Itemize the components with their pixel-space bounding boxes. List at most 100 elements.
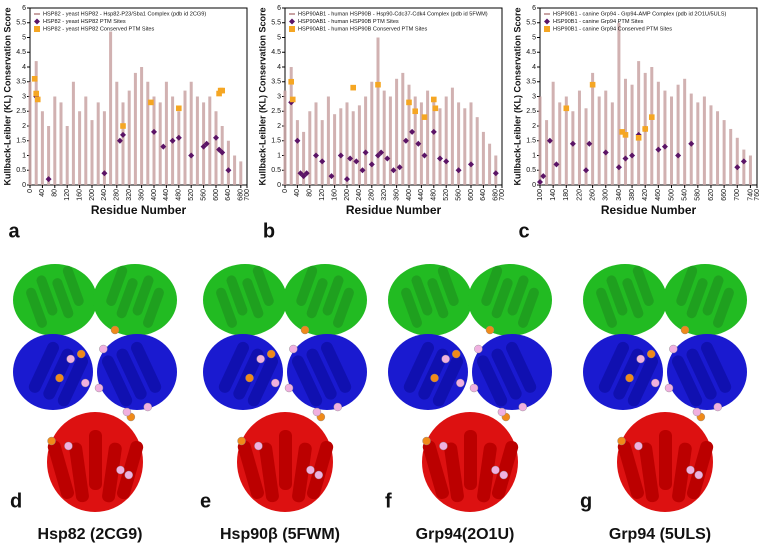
chart-panel: 0 0.5 1 1.5 2 2.5 3 3.5 4 4.5 5 5.5 6 0 40 80 120 160 200 2… [257, 5, 505, 242]
ptm-sphere [55, 373, 64, 383]
y-tick-label: 2.5 [271, 108, 281, 115]
x-tick-label: 300 [603, 189, 610, 201]
legend-label: HSP90B1 - canine Grp94 - Grp94-AMP Compl… [553, 11, 727, 17]
conserved-ptm-site [622, 132, 629, 138]
helix [252, 265, 274, 306]
x-tick-label: 760 [754, 189, 760, 201]
helix [279, 430, 292, 490]
conserved-ptm-site [421, 114, 428, 120]
ptm-site [151, 128, 157, 135]
bar [407, 84, 411, 185]
lid-domain [468, 264, 552, 336]
helix [627, 355, 659, 407]
x-tick-label: 40 [39, 189, 46, 197]
bar [663, 90, 667, 185]
bar [364, 96, 368, 185]
bar [47, 126, 51, 185]
legend-label: HSP90AB1 - human HSP90B - Hsp90-Cdc37-Cd… [298, 11, 488, 17]
x-tick-label: 240 [101, 189, 108, 201]
bar [623, 78, 627, 185]
legend-swatch [34, 13, 40, 15]
bar [735, 137, 739, 185]
ptm-site [540, 173, 547, 180]
helix [686, 348, 717, 400]
ptm-site [347, 155, 354, 162]
y-tick-label: 4.5 [526, 49, 536, 56]
legend-label: HSP90B1 - canine Grp94 PTM Sites [553, 19, 644, 25]
bar [395, 78, 399, 185]
ptm-sphere [271, 378, 280, 388]
bar [432, 99, 436, 185]
helix [247, 355, 279, 407]
y-axis-title: Kullback-Leibler (KL) Conservation Score [257, 7, 267, 185]
x-tick-label: 460 [655, 189, 662, 201]
conserved-ptm-site [642, 126, 649, 132]
y-tick-label: 6 [22, 5, 26, 12]
y-tick-label: 5.5 [526, 20, 536, 27]
y-tick-label: 5 [277, 34, 281, 41]
ptm-site [362, 149, 369, 156]
x-tick-label: 420 [642, 189, 649, 201]
legend-swatch [289, 13, 295, 15]
helix [216, 287, 238, 328]
ptm-sphere [256, 354, 265, 364]
x-tick-label: 320 [126, 189, 133, 201]
bar [84, 96, 88, 185]
y-tick-label: 3.5 [271, 79, 281, 86]
y-tick-label: 5 [22, 34, 26, 41]
ptm-sphere [651, 378, 660, 388]
ptm-site [378, 149, 385, 156]
ptm-site [688, 140, 695, 147]
helix [52, 278, 74, 319]
x-tick-label: 400 [151, 189, 158, 201]
structure-caption: Hsp90β (5FWM) [220, 526, 340, 543]
helix [622, 278, 644, 319]
bar [65, 126, 69, 185]
helix [481, 265, 503, 306]
y-tick-label: 4.5 [271, 49, 281, 56]
bar [308, 111, 312, 185]
protein-structure: g Grp94 (5ULS) [580, 264, 747, 543]
y-tick-label: 2 [22, 123, 26, 130]
bar [109, 31, 113, 185]
bar [59, 102, 63, 185]
ptm-site [319, 158, 326, 165]
conserved-ptm-site [34, 96, 41, 103]
legend-swatch [544, 26, 550, 32]
helix [89, 430, 102, 490]
ptm-site [160, 143, 167, 150]
x-tick-label: 200 [344, 189, 351, 201]
y-tick-label: 5 [532, 34, 536, 41]
helix [226, 275, 248, 316]
ptm-site [583, 167, 590, 174]
ptm-site [602, 149, 609, 156]
bar [577, 90, 581, 185]
ptm-sphere [77, 349, 86, 359]
ptm-site [396, 164, 403, 171]
helix [291, 355, 323, 407]
lid-domain [663, 264, 747, 336]
bar [722, 120, 726, 185]
ptm-site [120, 131, 126, 138]
helix [507, 275, 529, 316]
lid-domain [13, 264, 97, 336]
ptm-sphere [518, 402, 527, 412]
ptm-sphere [94, 383, 104, 393]
ptm-sphere [669, 344, 678, 354]
helix [131, 341, 162, 393]
helix [292, 442, 312, 503]
conserved-ptm-site [635, 135, 642, 141]
bar [538, 96, 542, 185]
ptm-site [359, 167, 366, 174]
ptm-sphere [469, 383, 479, 393]
conserved-ptm-site [412, 108, 418, 115]
bar [426, 90, 430, 185]
helix [598, 341, 629, 393]
bar [140, 67, 144, 185]
ptm-sphere [267, 349, 276, 359]
bar [183, 90, 187, 185]
bar [90, 120, 94, 185]
ptm-sphere [439, 441, 448, 451]
helix [62, 265, 84, 306]
helix [464, 430, 477, 490]
